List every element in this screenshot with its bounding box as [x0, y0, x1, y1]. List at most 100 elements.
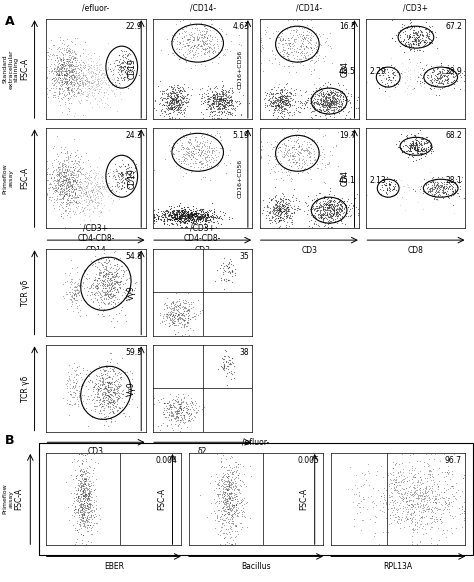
Point	[199, 38, 206, 48]
Point	[297, 41, 305, 51]
Point	[111, 398, 119, 407]
Point	[49, 67, 56, 76]
Point	[336, 203, 343, 212]
Point	[395, 477, 403, 487]
Point	[101, 365, 109, 375]
Point	[118, 59, 126, 68]
Point	[109, 271, 117, 281]
Point	[184, 217, 191, 226]
Point	[184, 41, 192, 51]
Point	[449, 190, 456, 200]
Point	[66, 207, 73, 216]
Point	[116, 277, 124, 286]
Point	[109, 75, 117, 84]
Point	[301, 165, 308, 174]
Point	[433, 503, 441, 512]
Point	[87, 179, 94, 188]
Point	[70, 159, 77, 168]
Point	[315, 86, 323, 95]
Point	[104, 290, 112, 299]
Point	[57, 80, 64, 90]
Point	[290, 197, 297, 206]
Point	[460, 506, 468, 516]
Point	[279, 49, 287, 59]
Point	[83, 484, 91, 494]
Point	[122, 186, 130, 196]
Point	[155, 398, 163, 407]
Point	[321, 96, 329, 105]
Point	[278, 97, 286, 107]
Point	[278, 204, 285, 213]
Point	[189, 44, 196, 53]
Point	[391, 76, 399, 85]
Point	[420, 493, 428, 502]
Point	[419, 205, 427, 214]
Point	[99, 272, 107, 282]
Point	[214, 530, 221, 539]
Point	[377, 492, 385, 501]
Point	[180, 86, 187, 95]
Point	[93, 284, 100, 293]
Point	[246, 513, 254, 522]
Point	[97, 94, 105, 104]
Point	[292, 158, 300, 167]
Point	[88, 506, 95, 515]
Point	[177, 214, 184, 223]
Point	[377, 190, 384, 199]
Point	[400, 477, 408, 486]
Point	[458, 523, 466, 532]
Point	[164, 214, 172, 223]
Point	[454, 73, 461, 82]
Point	[55, 180, 63, 190]
Point	[338, 100, 346, 109]
Point	[283, 98, 291, 108]
Point	[298, 38, 306, 47]
Point	[410, 83, 418, 92]
Point	[328, 208, 336, 218]
Point	[187, 30, 194, 39]
Point	[436, 69, 444, 78]
Point	[431, 178, 438, 187]
Point	[281, 38, 289, 48]
Point	[150, 215, 158, 225]
Point	[59, 189, 67, 198]
Point	[449, 183, 456, 193]
Point	[416, 491, 423, 500]
Point	[431, 183, 438, 193]
Point	[180, 415, 187, 424]
Point	[54, 53, 61, 62]
Point	[79, 79, 86, 88]
Point	[405, 146, 412, 155]
Point	[168, 86, 176, 95]
Point	[188, 23, 195, 33]
Point	[186, 399, 193, 408]
Point	[64, 176, 72, 186]
Point	[61, 61, 69, 70]
Point	[55, 158, 63, 168]
Point	[167, 214, 174, 223]
Point	[159, 212, 167, 222]
Point	[184, 211, 192, 221]
Point	[269, 98, 277, 107]
Point	[444, 66, 452, 76]
Point	[188, 402, 195, 411]
Point	[86, 98, 94, 107]
Point	[106, 371, 113, 380]
Point	[85, 489, 92, 499]
Point	[265, 94, 273, 104]
Point	[443, 183, 451, 192]
Point	[150, 103, 158, 112]
Point	[287, 88, 295, 98]
Point	[416, 45, 424, 55]
Point	[185, 409, 192, 418]
Point	[159, 311, 166, 321]
Point	[200, 31, 208, 41]
Point	[169, 88, 177, 98]
Point	[179, 156, 187, 165]
Point	[81, 508, 88, 517]
Point	[194, 213, 201, 222]
Point	[109, 172, 116, 181]
Point	[103, 281, 110, 290]
Point	[173, 210, 180, 219]
Point	[105, 257, 112, 266]
